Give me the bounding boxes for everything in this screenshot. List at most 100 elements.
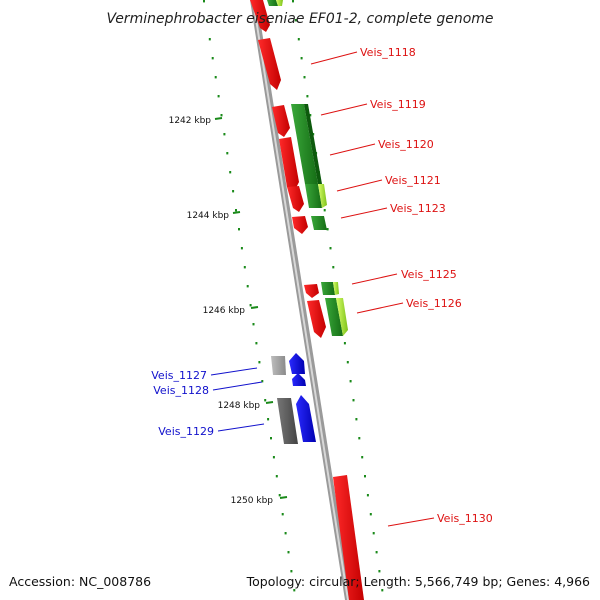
gc-dot [272, 456, 275, 459]
gene-arrow-veis-1118 [258, 38, 281, 90]
gc-dot [281, 513, 284, 516]
gc-dot [249, 304, 252, 307]
gc-dot [240, 247, 243, 250]
gc-dot [264, 399, 267, 402]
gene-label[interactable]: Veis_1118 [360, 46, 416, 59]
gc-dot [261, 380, 264, 383]
gc-dot [375, 551, 378, 554]
gene-label[interactable]: Veis_1119 [370, 98, 426, 111]
gc-dot [355, 418, 358, 421]
accession-text: Accession: NC_008786 [9, 574, 151, 589]
kbp-tick [250, 306, 259, 309]
orf-track [267, 0, 348, 336]
gc-dot [252, 323, 255, 326]
gene-arrow-veis-1125 [304, 284, 319, 298]
gc-dot [258, 361, 261, 364]
gc-dot [208, 38, 211, 41]
gene-arrow-veis-1126 [307, 300, 326, 338]
gc-dot [309, 114, 312, 117]
kbp-scale: 1242 kbp 1244 kbp 1246 kbp 1248 kbp 1250… [169, 116, 288, 506]
gc-dot [287, 551, 290, 554]
gc-dot [372, 532, 375, 535]
gene-label[interactable]: Veis_1125 [401, 268, 457, 281]
gc-dot [235, 209, 237, 212]
gc-dot [364, 475, 366, 478]
gc-dot [211, 57, 214, 60]
gc-dot [294, 19, 297, 22]
gc-dot [284, 532, 287, 535]
kbp-tick [265, 401, 274, 404]
gene-label[interactable]: Veis_1121 [385, 174, 441, 187]
gene-label[interactable]: Veis_1129 [158, 425, 214, 438]
gene-label[interactable]: Veis_1123 [390, 202, 446, 215]
gc-dot [238, 228, 240, 231]
gc-dot [378, 570, 381, 573]
gene-arrow-veis-1123 [292, 216, 308, 234]
gene-arrows [250, 0, 364, 600]
gc-dot [349, 380, 352, 383]
gc-dot [300, 57, 303, 60]
gc-dot [303, 76, 306, 79]
gc-dot [232, 190, 235, 193]
genome-backbone-highlight [252, 0, 349, 600]
gc-dot [290, 570, 293, 573]
gc-dot [214, 76, 217, 79]
gc-dot [229, 171, 232, 174]
kbp-tick [279, 496, 288, 499]
kbp-label: 1246 kbp [203, 306, 246, 316]
kbp-label: 1244 kbp [187, 211, 230, 221]
genome-summary-text: Topology: circular; Length: 5,566,749 bp… [246, 574, 590, 589]
gene-arrow-veis-1130 [333, 475, 364, 600]
gc-dot [278, 494, 281, 497]
gene-arrow-veis-1128 [292, 373, 306, 386]
kbp-label: 1248 kbp [218, 401, 261, 411]
gc-dot [326, 228, 329, 231]
gc-dot [323, 209, 326, 212]
gc-dot [243, 266, 246, 269]
gc-dot [352, 399, 355, 402]
gc-dot [292, 0, 294, 3]
gc-dot [255, 342, 258, 345]
gene-block-veis-1127 [271, 356, 286, 375]
gene-arrow-veis-1120 [279, 137, 299, 192]
gene-label[interactable]: Veis_1120 [378, 138, 434, 151]
gene-arrow-veis-1119 [272, 105, 290, 137]
gc-dot [358, 437, 361, 440]
gene-block-veis-1129 [277, 398, 298, 444]
gene-arrow-veis-1117 [250, 0, 270, 32]
gc-dot [366, 494, 369, 497]
gene-label[interactable]: Veis_1128 [153, 384, 209, 397]
gc-dot [226, 152, 229, 155]
kbp-tick [214, 117, 223, 120]
gc-dot [297, 38, 300, 41]
kbp-label: 1250 kbp [231, 496, 274, 506]
gc-dot [223, 133, 226, 136]
gc-dot [293, 589, 296, 592]
map-title: Verminephrobacter eiseniae EF01-2, compl… [106, 11, 493, 27]
gene-arrow-veis-1127 [289, 353, 305, 374]
gc-dot [270, 437, 272, 440]
gc-dot [361, 456, 364, 459]
gc-dot [220, 114, 223, 117]
gc-dot [246, 285, 249, 288]
gc-dot [346, 361, 349, 364]
gc-dot [332, 266, 335, 269]
gene-arrow-veis-1121 [287, 186, 304, 212]
gc-dot [267, 418, 270, 421]
gene-label-leaders [210, 51, 435, 527]
gc-dot [217, 95, 220, 98]
gene-label[interactable]: Veis_1126 [406, 297, 462, 310]
gc-dot [306, 95, 309, 98]
gc-dot [369, 513, 372, 516]
gene-arrow-veis-1129 [296, 395, 316, 442]
gc-dot [203, 0, 205, 3]
gc-dot [381, 589, 384, 592]
kbp-tick [232, 211, 241, 214]
gc-dot [275, 475, 278, 478]
gc-dot [329, 247, 332, 250]
gene-labels: Veis_1118 Veis_1119 Veis_1120 Veis_1121 … [151, 46, 492, 525]
gene-label[interactable]: Veis_1127 [151, 369, 207, 382]
kbp-label: 1242 kbp [169, 116, 212, 126]
gene-label[interactable]: Veis_1130 [437, 512, 493, 525]
